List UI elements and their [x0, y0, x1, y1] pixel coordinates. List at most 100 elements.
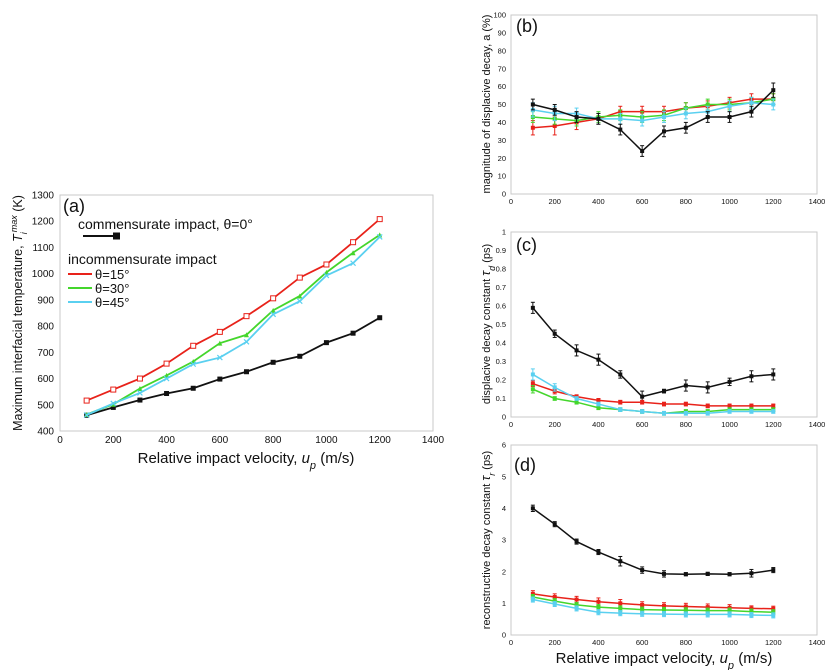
x-tick-label: 800: [265, 435, 282, 446]
y-tick-label: 100: [493, 11, 506, 20]
data-point: [190, 342, 197, 349]
panel-a-y-ticks: 400 500 600 700 800 900 1000 1100 1200 1300: [32, 191, 55, 438]
data-point: [270, 359, 276, 365]
data-point: [350, 330, 356, 336]
data-point: [705, 403, 710, 408]
data-point: [552, 522, 557, 527]
panel-b-x-ticks: 0 200 400 600 800 1000 1200 1400: [509, 197, 825, 206]
data-point: [574, 597, 579, 602]
data-point: [350, 239, 357, 246]
data-point: [596, 398, 601, 403]
data-point: [190, 385, 196, 391]
data-point: [749, 606, 754, 611]
data-point: [771, 568, 776, 573]
y-tick-label: 0.1: [496, 394, 506, 403]
data-point: [618, 606, 623, 611]
y-tick-label: 700: [37, 348, 54, 359]
y-tick-label: 0: [502, 631, 506, 640]
panel-a-x-ticks: 0 200 400 600 800 1000 1200 1400: [57, 435, 444, 446]
data-point: [377, 315, 383, 321]
data-point: [683, 402, 688, 407]
data-point: [163, 360, 170, 367]
data-point: [749, 571, 754, 576]
data-point: [705, 115, 710, 120]
y-tick-label: 500: [37, 400, 54, 411]
data-point: [618, 400, 623, 405]
data-point: [190, 361, 197, 368]
data-point: [771, 102, 776, 107]
data-point: [749, 613, 754, 618]
data-point: [640, 568, 645, 573]
y-tick-label: 0.9: [496, 246, 506, 255]
data-point: [552, 107, 557, 112]
data-point: [530, 102, 535, 107]
series-line: [532, 507, 774, 575]
data-point: [530, 387, 535, 392]
data-point: [771, 409, 776, 414]
data-point: [596, 357, 601, 362]
x-tick-label: 600: [636, 638, 649, 647]
legend-header-incommensurate: incommensurate impact: [68, 251, 217, 267]
data-point: [727, 379, 732, 384]
legend-label-theta30: θ=30°: [95, 281, 129, 296]
data-point: [136, 375, 143, 382]
data-point: [727, 403, 732, 408]
x-tick-label: 1400: [422, 435, 445, 446]
x-tick-label: 400: [158, 435, 175, 446]
panel-d-y-ticks: 0 1 2 3 4 5 6: [502, 441, 506, 640]
x-tick-label: 0: [509, 420, 513, 429]
data-point: [683, 572, 688, 577]
data-point: [552, 601, 557, 606]
data-point: [640, 118, 645, 123]
x-tick-label: 1200: [765, 197, 782, 206]
data-point: [662, 129, 666, 134]
y-tick-label: 0.7: [496, 283, 506, 292]
series-line: [86, 218, 381, 402]
y-tick-label: 30: [498, 136, 506, 145]
x-tick-label: 800: [680, 638, 693, 647]
y-tick-label: 0: [502, 190, 506, 199]
x-tick-label: 1200: [369, 435, 392, 446]
data-point: [771, 88, 776, 93]
data-point: [574, 396, 579, 401]
data-point: [530, 597, 535, 602]
y-tick-label: 0.8: [496, 265, 506, 274]
series-line: [532, 388, 774, 415]
data-point: [270, 295, 277, 302]
data-point: [552, 123, 557, 128]
panel-d: 0 200 400 600 800 1000 1200 1400 0 1 2 3 4 5 6 (d) re…: [478, 441, 825, 670]
series-line: [532, 89, 774, 153]
data-point: [596, 599, 601, 604]
series-line: [532, 98, 774, 129]
y-tick-label: 40: [498, 118, 506, 127]
y-tick-label: 900: [37, 295, 54, 306]
data-point: [296, 274, 303, 281]
panel-a-legend: commensurate impact, θ=0° incommensurate…: [68, 216, 253, 310]
data-point: [683, 111, 688, 116]
x-tick-label: 600: [212, 435, 229, 446]
data-point: [705, 608, 710, 613]
x-tick-label: 1000: [721, 197, 738, 206]
y-tick-label: 800: [37, 322, 54, 333]
data-point: [217, 340, 223, 346]
data-point: [640, 611, 645, 616]
data-point: [640, 409, 645, 414]
data-point: [662, 607, 666, 612]
y-tick-label: 60: [498, 82, 506, 91]
data-point: [683, 608, 688, 613]
data-point: [683, 604, 688, 609]
data-point: [217, 376, 223, 382]
data-point: [137, 386, 143, 392]
data-point: [110, 404, 116, 410]
data-point: [574, 115, 579, 120]
x-tick-label: 1200: [765, 638, 782, 647]
data-point: [771, 403, 776, 408]
data-point: [596, 610, 601, 615]
data-point: [110, 386, 117, 393]
data-point: [640, 602, 645, 607]
legend-label-theta45: θ=45°: [95, 295, 129, 310]
data-point: [683, 612, 688, 617]
data-point: [83, 412, 90, 418]
data-point: [137, 390, 143, 396]
